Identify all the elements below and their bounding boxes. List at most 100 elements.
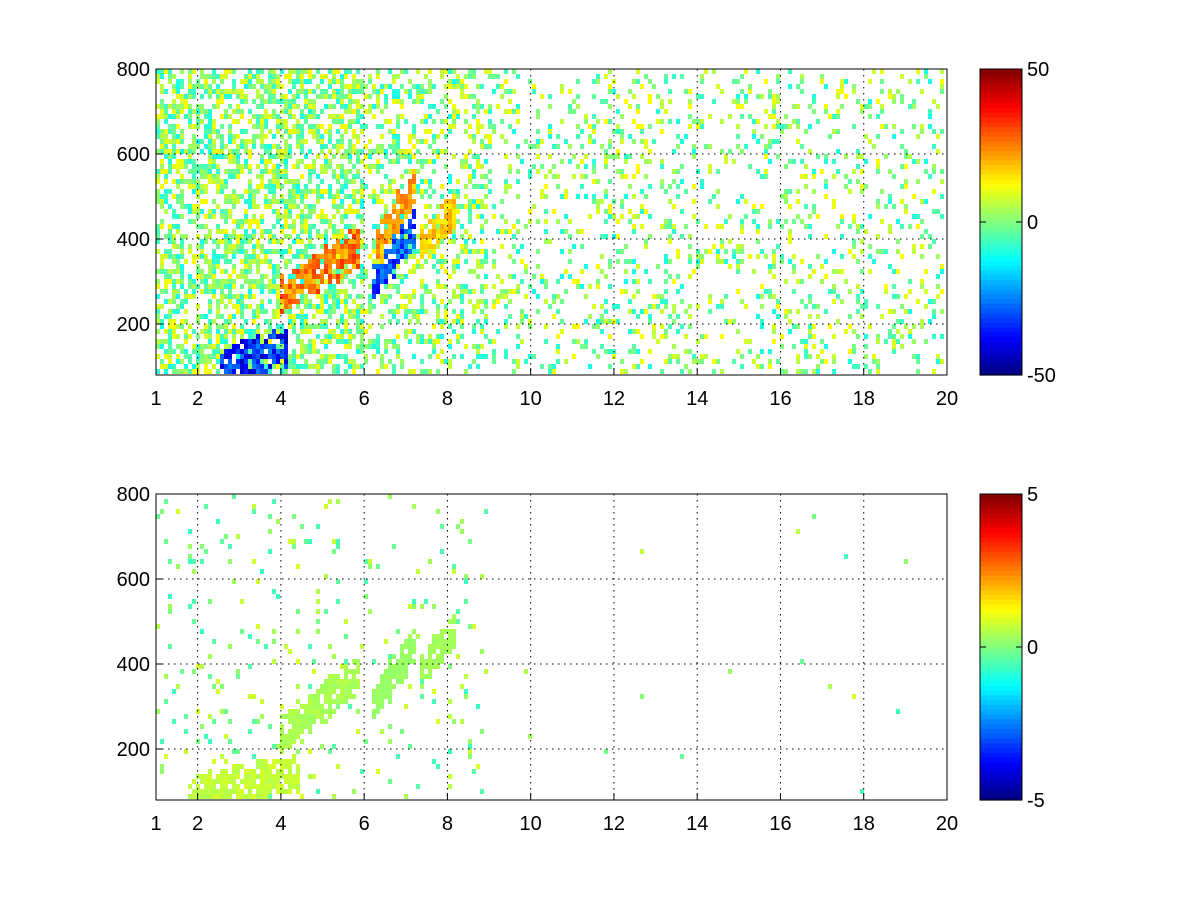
heatmap-cell [312,204,316,209]
heatmap-cell [248,769,252,774]
heatmap-cell [340,79,344,84]
heatmap-cell [312,669,316,674]
heatmap-cell [340,329,344,334]
heatmap-cell [396,144,400,149]
heatmap-cell [424,129,428,134]
heatmap-cell [592,159,596,164]
heatmap-cell [172,104,176,109]
heatmap-cell [516,334,520,339]
heatmap-cell [248,334,252,339]
heatmap-cell [256,789,260,794]
heatmap-cell [388,249,392,254]
heatmap-cell [352,789,356,794]
heatmap-cell [460,289,464,294]
heatmap-cell [736,259,740,264]
heatmap-cell [448,634,452,639]
heatmap-cell [276,784,280,789]
heatmap-cell [328,264,332,269]
heatmap-cell [280,199,284,204]
heatmap-cell [324,104,328,109]
heatmap-cell [208,354,212,359]
heatmap-cell [504,304,508,309]
heatmap-cell [164,234,168,239]
heatmap-cell [628,309,632,314]
heatmap-cell [248,664,252,669]
heatmap-cell [420,189,424,194]
heatmap-cell [164,499,168,504]
heatmap-cell [344,659,348,664]
heatmap-cell [432,189,436,194]
heatmap-cell [520,319,524,324]
heatmap-cell [172,124,176,129]
heatmap-cell [300,199,304,204]
heatmap-cell [648,184,652,189]
heatmap-cell [356,709,360,714]
heatmap-cell [240,764,244,769]
heatmap-cell [848,224,852,229]
heatmap-cell [400,279,404,284]
colorbar-swatch [980,102,1022,108]
heatmap-cell [308,89,312,94]
heatmap-cell [160,194,164,199]
heatmap-cell [324,344,328,349]
heatmap-cell [260,139,264,144]
heatmap-cell [888,169,892,174]
heatmap-cell [392,144,396,149]
heatmap-cell [624,244,628,249]
heatmap-cell [332,689,336,694]
heatmap-cell [412,134,416,139]
heatmap-cell [376,149,380,154]
heatmap-cell [188,794,192,799]
heatmap-cell [580,174,584,179]
heatmap-cell [156,284,160,289]
heatmap-cell [208,124,212,129]
heatmap-cell [308,69,312,74]
heatmap-cell [720,244,724,249]
heatmap-cell [468,124,472,129]
heatmap-cell [324,254,328,259]
heatmap-cell [356,274,360,279]
heatmap-cell [660,294,664,299]
heatmap-cell [768,159,772,164]
heatmap-cell [464,109,468,114]
heatmap-cell [468,289,472,294]
heatmap-cell [224,759,228,764]
heatmap-cell [220,774,224,779]
heatmap-cell [768,139,772,144]
heatmap-cell [376,564,380,569]
heatmap-cell [648,304,652,309]
colorbar-swatch [980,494,1022,500]
heatmap-cell [788,69,792,74]
heatmap-cell [312,659,316,664]
heatmap-cell [636,164,640,169]
heatmap-cell [252,294,256,299]
heatmap-cell [232,304,236,309]
heatmap-cell [784,219,788,224]
heatmap-cell [312,709,316,714]
heatmap-cell [932,209,936,214]
heatmap-cell [304,364,308,369]
heatmap-cell [308,714,312,719]
heatmap-cell [364,94,368,99]
heatmap-cell [860,184,864,189]
heatmap-cell [356,214,360,219]
heatmap-cell [244,144,248,149]
heatmap-cell [460,244,464,249]
heatmap-cell [904,204,908,209]
heatmap-cell [860,154,864,159]
heatmap-cell [244,784,248,789]
colorbar-swatch [980,699,1022,705]
heatmap-cell [272,154,276,159]
heatmap-cell [456,79,460,84]
heatmap-cell [392,369,396,374]
heatmap-cell [188,359,192,364]
heatmap-cell [156,114,160,119]
heatmap-cell [164,284,168,289]
heatmap-cell [340,314,344,319]
heatmap-cell [480,229,484,234]
heatmap-cell [248,784,252,789]
heatmap-cell [224,229,228,234]
heatmap-cell [472,114,476,119]
heatmap-cell [828,114,832,119]
heatmap-cell [352,674,356,679]
